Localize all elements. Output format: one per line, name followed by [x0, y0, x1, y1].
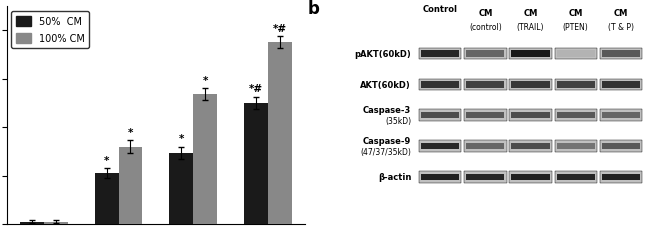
FancyBboxPatch shape [600, 49, 642, 60]
FancyBboxPatch shape [510, 141, 552, 152]
FancyBboxPatch shape [512, 82, 550, 88]
FancyBboxPatch shape [510, 49, 552, 60]
Text: *: * [104, 155, 109, 165]
FancyBboxPatch shape [421, 112, 460, 119]
FancyBboxPatch shape [419, 49, 461, 60]
FancyBboxPatch shape [466, 112, 504, 119]
Text: (control): (control) [469, 23, 502, 32]
Text: pAKT(60kD): pAKT(60kD) [354, 50, 411, 59]
Text: (PTEN): (PTEN) [563, 23, 589, 32]
Bar [268, 43, 292, 224]
Text: CM: CM [478, 9, 493, 18]
FancyBboxPatch shape [602, 51, 640, 58]
Text: Caspase-9: Caspase-9 [363, 137, 411, 146]
Text: *: * [202, 75, 208, 85]
Text: β-actin: β-actin [378, 173, 411, 182]
FancyBboxPatch shape [556, 143, 595, 150]
FancyBboxPatch shape [512, 174, 550, 180]
FancyBboxPatch shape [602, 112, 640, 119]
FancyBboxPatch shape [464, 49, 506, 60]
Text: CM: CM [614, 9, 628, 18]
Bar [244, 103, 268, 224]
Bar [44, 222, 68, 224]
FancyBboxPatch shape [464, 110, 506, 122]
Text: Control: Control [422, 5, 458, 14]
FancyBboxPatch shape [464, 79, 506, 91]
Text: (47/37/35kD): (47/37/35kD) [360, 147, 411, 156]
FancyBboxPatch shape [510, 171, 552, 183]
FancyBboxPatch shape [466, 174, 504, 180]
Bar [118, 147, 142, 224]
Text: *#: *# [249, 84, 263, 94]
FancyBboxPatch shape [464, 141, 506, 152]
Text: CM: CM [523, 9, 538, 18]
FancyBboxPatch shape [554, 141, 597, 152]
Legend: 50%  CM, 100% CM: 50% CM, 100% CM [11, 12, 89, 49]
Bar [170, 153, 193, 224]
FancyBboxPatch shape [512, 143, 550, 150]
FancyBboxPatch shape [554, 79, 597, 91]
FancyBboxPatch shape [556, 51, 595, 58]
Text: Caspase-3: Caspase-3 [363, 106, 411, 115]
Bar [20, 222, 44, 224]
FancyBboxPatch shape [421, 82, 460, 88]
FancyBboxPatch shape [466, 143, 504, 150]
Text: b: b [308, 0, 320, 18]
FancyBboxPatch shape [600, 171, 642, 183]
FancyBboxPatch shape [512, 112, 550, 119]
Text: AKT(60kD): AKT(60kD) [360, 81, 411, 89]
FancyBboxPatch shape [419, 79, 461, 91]
FancyBboxPatch shape [602, 82, 640, 88]
FancyBboxPatch shape [421, 174, 460, 180]
FancyBboxPatch shape [556, 112, 595, 119]
Bar [95, 173, 118, 224]
FancyBboxPatch shape [600, 110, 642, 122]
Text: CM: CM [569, 9, 583, 18]
FancyBboxPatch shape [421, 143, 460, 150]
FancyBboxPatch shape [466, 82, 504, 88]
Text: *: * [128, 127, 133, 137]
Text: (35kD): (35kD) [385, 117, 411, 126]
FancyBboxPatch shape [466, 51, 504, 58]
FancyBboxPatch shape [556, 82, 595, 88]
Text: *: * [179, 133, 184, 143]
FancyBboxPatch shape [512, 51, 550, 58]
FancyBboxPatch shape [602, 143, 640, 150]
Bar [193, 95, 217, 224]
FancyBboxPatch shape [600, 79, 642, 91]
FancyBboxPatch shape [510, 79, 552, 91]
FancyBboxPatch shape [421, 51, 460, 58]
FancyBboxPatch shape [554, 110, 597, 122]
Text: (T & P): (T & P) [608, 23, 634, 32]
FancyBboxPatch shape [419, 110, 461, 122]
FancyBboxPatch shape [554, 171, 597, 183]
FancyBboxPatch shape [554, 49, 597, 60]
FancyBboxPatch shape [464, 171, 506, 183]
FancyBboxPatch shape [419, 171, 461, 183]
FancyBboxPatch shape [600, 141, 642, 152]
Text: (TRAIL): (TRAIL) [517, 23, 544, 32]
FancyBboxPatch shape [602, 174, 640, 180]
FancyBboxPatch shape [510, 110, 552, 122]
FancyBboxPatch shape [556, 174, 595, 180]
Text: *#: *# [273, 24, 287, 33]
FancyBboxPatch shape [419, 141, 461, 152]
